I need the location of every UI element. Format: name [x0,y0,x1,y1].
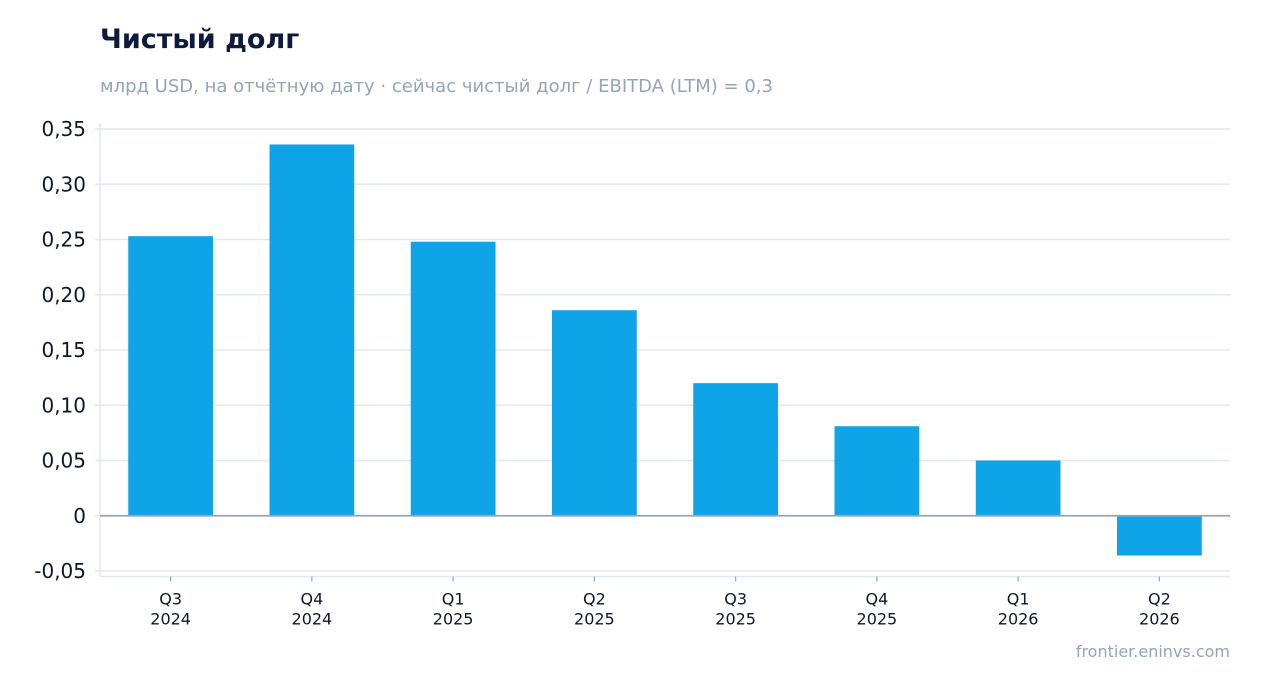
x-tick-label: Q1 2025 [433,590,474,629]
bar [975,460,1061,516]
x-tick-quarter: Q1 [442,590,465,609]
source-label: frontier.eninvs.com [1075,642,1230,661]
bar [693,383,778,516]
y-tick-label: 0,10 [41,393,86,417]
x-tick-label: Q3 2024 [150,590,191,629]
x-tick-year: 2024 [150,610,191,629]
bar [1117,515,1202,556]
x-tick-label: Q3 2025 [715,590,756,629]
x-tick-label: Q4 2024 [292,590,333,629]
x-tick-quarter: Q1 [1007,590,1030,609]
x-tick-label: Q1 2026 [998,590,1039,629]
x-tick-year: 2026 [998,610,1039,629]
y-tick-label: -0,05 [34,559,86,583]
chart-title: Чистый долг [100,24,300,55]
x-tick-label: Q2 2025 [574,590,615,629]
y-tick-label: 0,05 [41,449,86,473]
x-tick-quarter: Q3 [159,590,182,609]
x-tick-label: Q4 2025 [857,590,898,629]
bar [552,310,637,516]
x-tick-quarter: Q2 [583,590,606,609]
x-tick-year: 2025 [433,610,474,629]
x-tick-quarter: Q4 [865,590,888,609]
bar [410,241,496,516]
y-tick-label: 0,15 [41,338,86,362]
x-tick-year: 2026 [1139,610,1180,629]
y-tick-label: 0,30 [41,172,86,196]
y-tick-label: 0,25 [41,228,86,252]
x-tick-quarter: Q2 [1148,590,1171,609]
x-tick-quarter: Q3 [724,590,747,609]
chart-subtitle: млрд USD, на отчётную дату · сейчас чист… [100,76,773,97]
y-tick-label: 0 [73,504,86,528]
x-tick-label: Q2 2026 [1139,590,1180,629]
bar-layer [128,144,1202,556]
x-tick-year: 2025 [857,610,898,629]
y-tick-label: 0,20 [41,283,86,307]
x-tick-year: 2024 [292,610,333,629]
y-tick-label: 0,35 [41,117,86,141]
x-tick-year: 2025 [715,610,756,629]
bar [834,426,920,516]
bar [269,144,355,516]
x-tick-quarter: Q4 [300,590,323,609]
x-tick-year: 2025 [574,610,615,629]
bar [128,236,213,516]
